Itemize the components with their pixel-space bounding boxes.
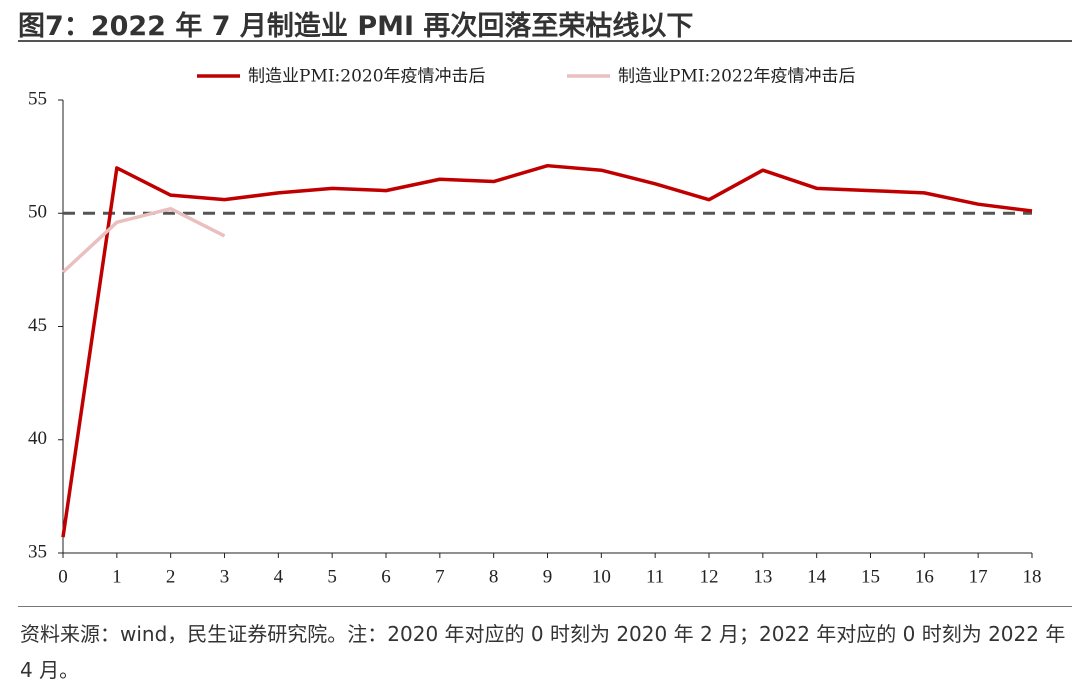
x-tick-label: 13: [753, 566, 772, 587]
y-tick-label: 45: [28, 315, 47, 336]
x-tick-label: 6: [381, 566, 391, 587]
x-tick-label: 18: [1023, 566, 1042, 587]
x-tick-label: 5: [327, 566, 337, 587]
chart-title: 图7：2022 年 7 月制造业 PMI 再次回落至荣枯线以下: [18, 11, 694, 42]
source-note: 资料来源：wind，民生证券研究院。注：2020 年对应的 0 时刻为 2020…: [20, 622, 1066, 682]
legend-label: 制造业PMI:2020年疫情冲击后: [248, 67, 486, 87]
x-tick-label: 8: [489, 566, 499, 587]
divider: [18, 40, 1072, 42]
x-tick-label: 7: [435, 566, 445, 587]
x-tick-label: 1: [112, 566, 122, 587]
x-tick-label: 11: [646, 566, 664, 587]
y-tick-label: 40: [28, 428, 47, 449]
data-line: [61, 163, 1033, 538]
y-tick-label: 35: [28, 541, 47, 562]
data-line: [61, 206, 226, 274]
x-tick-label: 15: [861, 566, 880, 587]
x-tick-label: 17: [969, 566, 988, 587]
x-tick-label: 3: [220, 566, 230, 587]
legend-label: 制造业PMI:2022年疫情冲击后: [618, 67, 856, 87]
x-tick-label: 14: [807, 566, 827, 587]
x-tick-label: 4: [274, 566, 284, 587]
y-tick-label: 50: [28, 202, 47, 223]
x-tick-label: 16: [915, 566, 934, 587]
x-tick-label: 12: [700, 566, 719, 587]
x-tick-label: 2: [166, 566, 176, 587]
x-tick-label: 0: [58, 566, 68, 587]
divider: [18, 606, 1072, 607]
x-tick-label: 9: [543, 566, 553, 587]
x-tick-label: 10: [592, 566, 611, 587]
y-tick-label: 55: [28, 88, 47, 109]
